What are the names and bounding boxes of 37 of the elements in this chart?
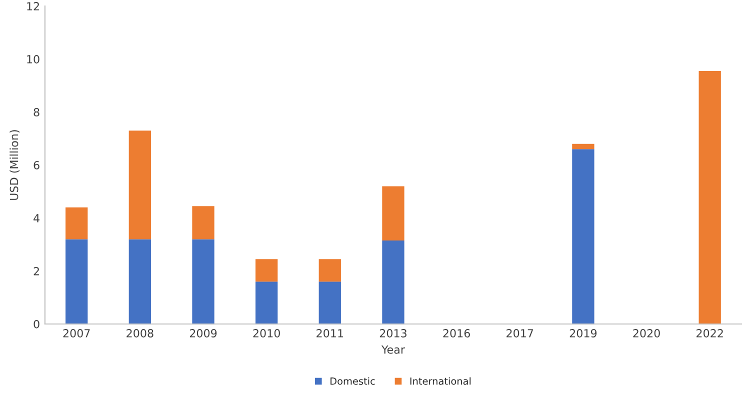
x-tick-label: 2010 <box>253 329 280 338</box>
x-tick-label: 2008 <box>126 329 154 338</box>
legend-label: International <box>410 377 471 385</box>
bar <box>382 240 404 324</box>
x-tick-label: 2016 <box>443 329 470 338</box>
bar <box>698 70 721 324</box>
bar <box>572 144 594 150</box>
y-tick-label: 8 <box>34 108 40 116</box>
x-tick-label: 2011 <box>316 329 344 338</box>
x-tick-label: 2020 <box>633 329 660 338</box>
x-tick-label: 2013 <box>380 329 406 338</box>
x-tick-label: 2007 <box>63 329 90 338</box>
x-axis-title: Year <box>381 346 405 354</box>
bar <box>255 259 278 282</box>
bar <box>318 259 341 282</box>
bar <box>192 239 214 324</box>
y-tick-label: 0 <box>34 320 40 328</box>
y-tick-label: 10 <box>27 55 40 64</box>
bar <box>255 282 278 324</box>
bar <box>192 206 214 240</box>
bar <box>318 282 341 324</box>
y-tick-label: 6 <box>34 161 40 170</box>
bar <box>572 149 594 324</box>
x-tick-label: 2022 <box>696 329 723 338</box>
y-tick-label: 4 <box>34 214 40 222</box>
x-tick-label: 2019 <box>570 329 597 338</box>
bar <box>66 239 88 324</box>
y-tick-label: 2 <box>34 266 39 276</box>
x-tick-label: 2009 <box>190 329 217 338</box>
bar <box>66 207 88 240</box>
x-tick-label: 2017 <box>506 329 534 338</box>
bar <box>128 130 152 240</box>
bar <box>382 186 404 241</box>
y-axis-title: USD (Million) <box>10 130 20 200</box>
y-tick-label: 12 <box>27 2 39 10</box>
bar <box>128 239 152 324</box>
legend-label: Domestic <box>330 377 375 385</box>
